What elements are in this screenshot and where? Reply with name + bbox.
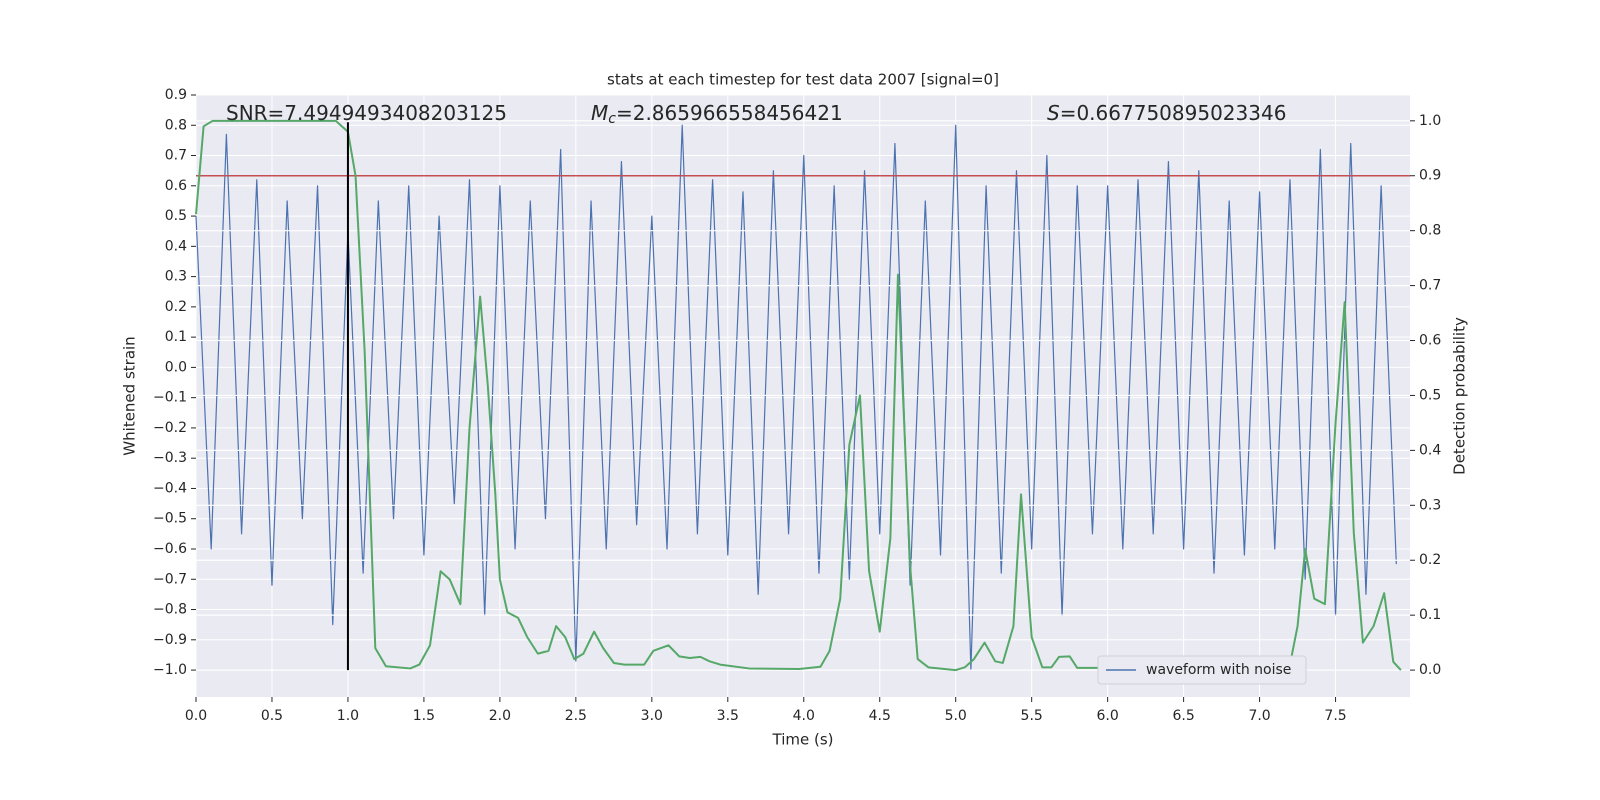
y2-tick-label: 0.0 — [1419, 662, 1441, 678]
y2-tick-label: 0.1 — [1419, 607, 1441, 623]
y2-axis-label: Detection probability — [1451, 317, 1469, 475]
y2-tick-label: 1.0 — [1419, 113, 1441, 129]
x-tick-label: 7.5 — [1324, 708, 1346, 724]
annotation-text: SNR=7.4949493408203125 — [226, 101, 507, 125]
annotation-symbol: S — [1047, 101, 1060, 125]
y-tick-label: 0.6 — [165, 178, 187, 194]
y-tick-label: −1.0 — [153, 662, 187, 678]
y-tick-label: −0.7 — [153, 571, 187, 587]
y-tick-label: 0.8 — [165, 117, 187, 133]
x-tick-label: 5.5 — [1021, 708, 1043, 724]
x-tick-label: 0.5 — [261, 708, 283, 724]
x-tick-label: 4.0 — [793, 708, 815, 724]
annotation-subscript: c — [608, 111, 616, 127]
y2-tick-label: 0.9 — [1419, 168, 1441, 184]
y-tick-label: −0.8 — [153, 602, 187, 618]
y-tick-label: 0.0 — [165, 359, 187, 375]
y-tick-label: −0.5 — [153, 511, 187, 527]
chart-title: stats at each timestep for test data 200… — [607, 71, 999, 89]
x-tick-label: 5.0 — [945, 708, 967, 724]
y-tick-label: 0.4 — [165, 238, 187, 254]
y2-tick-label: 0.6 — [1419, 333, 1441, 349]
y-tick-label: −0.1 — [153, 390, 187, 406]
annotation-text: =2.865966558456421 — [616, 101, 843, 125]
y2-tick-label: 0.8 — [1419, 223, 1441, 239]
y2-tick-label: 0.7 — [1419, 278, 1441, 294]
y-tick-label: −0.3 — [153, 450, 187, 466]
x-tick-label: 2.5 — [565, 708, 587, 724]
x-tick-label: 3.0 — [641, 708, 663, 724]
y-tick-label: −0.9 — [153, 632, 187, 648]
x-tick-label: 6.0 — [1097, 708, 1119, 724]
annotation: SNR=7.4949493408203125 — [226, 101, 507, 125]
y-axis-label: Whitened strain — [121, 336, 139, 455]
y2-tick-label: 0.5 — [1419, 387, 1441, 403]
x-tick-label: 7.0 — [1248, 708, 1270, 724]
x-axis-label: Time (s) — [772, 731, 834, 749]
x-tick-label: 3.5 — [717, 708, 739, 724]
x-tick-label: 1.5 — [413, 708, 435, 724]
y2-tick-label: 0.4 — [1419, 442, 1441, 458]
x-tick-label: 2.0 — [489, 708, 511, 724]
y-tick-label: −0.2 — [153, 420, 187, 436]
legend-label: waveform with noise — [1146, 662, 1291, 678]
x-tick-label: 0.0 — [185, 708, 207, 724]
y-tick-label: 0.9 — [165, 87, 187, 103]
x-tick-label: 4.5 — [869, 708, 891, 724]
y-tick-label: 0.3 — [165, 269, 187, 285]
annotation: Mc=2.865966558456421 — [591, 101, 843, 128]
x-tick-label: 6.5 — [1172, 708, 1194, 724]
legend-box — [1097, 655, 1307, 685]
annotation-symbol: M — [591, 101, 608, 125]
x-tick-label: 1.0 — [337, 708, 359, 724]
series-line — [195, 124, 1397, 671]
y-tick-label: 0.1 — [165, 329, 187, 345]
y-tick-label: 0.2 — [165, 299, 187, 315]
y-tick-label: −0.4 — [153, 480, 187, 496]
annotation-text: =0.667750895023346 — [1060, 101, 1287, 125]
y-tick-label: 0.5 — [165, 208, 187, 224]
annotation: S=0.667750895023346 — [1047, 101, 1286, 125]
y-tick-label: 0.7 — [165, 148, 187, 164]
y2-tick-label: 0.2 — [1419, 552, 1441, 568]
y2-tick-label: 0.3 — [1419, 497, 1441, 513]
y-tick-label: −0.6 — [153, 541, 187, 557]
